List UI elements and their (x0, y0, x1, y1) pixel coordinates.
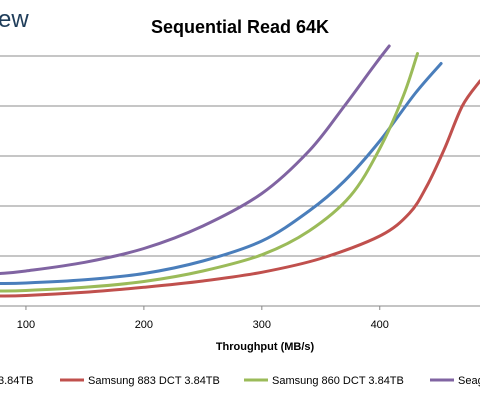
x-tick-label-2: 300 (253, 319, 271, 331)
x-axis-label: Throughput (MB/s) (216, 341, 315, 353)
series-line-2 (0, 52, 419, 293)
series-line-0 (0, 62, 443, 285)
legend: 3.84TB Samsung 883 DCT 3.84TB Samsung 860 … (0, 375, 480, 387)
chart-title: Sequential Read 64K (151, 17, 329, 37)
x-axis-ticks: 100 200 300 400 (17, 306, 389, 331)
legend-label-0: 3.84TB (0, 375, 33, 387)
x-tick-label-3: 400 (371, 319, 389, 331)
legend-label-1: Samsung 883 DCT 3.84TB (88, 375, 220, 387)
legend-label-3: Seag (458, 375, 480, 387)
x-tick-label-1: 200 (135, 319, 153, 331)
legend-label-2: Samsung 860 DCT 3.84TB (272, 375, 404, 387)
series-line-1 (0, 79, 480, 298)
series-line-3 (0, 44, 391, 275)
x-tick-label-0: 100 (17, 319, 35, 331)
brand-logo-fragment: ew (0, 6, 29, 33)
series-lines (0, 44, 480, 298)
